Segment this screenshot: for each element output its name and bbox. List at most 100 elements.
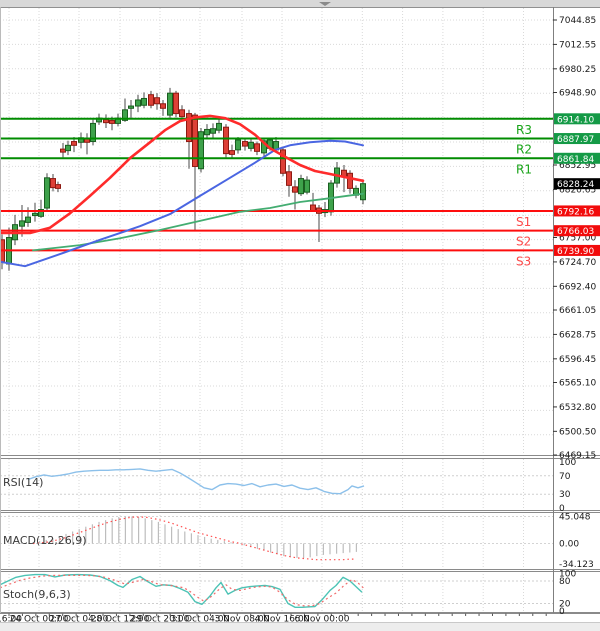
price-tick-label: 6469.15 (559, 451, 596, 461)
candle-down (71, 141, 77, 146)
pivot-r2-badge (554, 133, 600, 145)
pivot-label-r3: R3 (516, 123, 532, 137)
time-label: 4 Nov 16:00 (255, 615, 310, 625)
window-top-bar (0, 0, 600, 7)
candle-up (122, 109, 128, 121)
macd-tick-label: -34.123 (559, 560, 594, 570)
price-tick-label: 6820.65 (559, 185, 596, 195)
rsi-panel-label: RSI(14) (3, 476, 44, 489)
stoch-panel-label: Stoch(9,6,3) (3, 588, 71, 601)
candle-down (280, 149, 286, 174)
stoch-tick-label: 100 (559, 570, 576, 580)
last-price-badge (554, 178, 600, 190)
candle-up (44, 177, 50, 209)
candle-up (235, 139, 241, 151)
price-tick-label: 6532.80 (559, 403, 596, 413)
candle-up (19, 220, 25, 227)
candle-up (90, 122, 96, 143)
macd-tick-label: 0.00 (559, 540, 579, 550)
time-label: 31 Oct 04:00 (171, 615, 230, 625)
time-label: 29 Oct 20:00 (131, 615, 190, 625)
price-tick-label: 6980.25 (559, 65, 596, 75)
candle-up (25, 216, 31, 223)
ma-red-fast (0, 114, 365, 235)
pivot-label-s2: S2 (516, 235, 531, 249)
ma-green-slow (32, 192, 364, 252)
price-axis-layer: 7044.85 7012.55 6980.25 6948.90 6852.95 6820.… (553, 16, 596, 461)
price-tick-label: 6852.95 (559, 161, 596, 171)
pivot-label-r1: R1 (516, 162, 532, 176)
pivot-r3-badge (554, 113, 600, 125)
price-tick-label: 7012.55 (559, 40, 596, 50)
candle-down (109, 119, 115, 124)
stoch-layer (0, 573, 553, 608)
pivot-r1-badge-value: 6861.84 (557, 155, 594, 165)
pivot-label-r2: R2 (516, 143, 532, 157)
candle-up (204, 128, 210, 136)
pivot-s1-badge (554, 205, 600, 217)
candle-up (128, 105, 134, 109)
pivot-label-s1: S1 (516, 215, 531, 229)
price-tick-label: 6500.50 (559, 427, 596, 437)
candle-down (229, 150, 235, 155)
time-label: 6 Nov 00:00 (295, 615, 350, 625)
stoch-d-line (0, 574, 365, 607)
candle-down (103, 119, 109, 124)
last-price-badge-value: 6828.24 (557, 180, 594, 190)
price-tick-label: 6948.90 (559, 89, 596, 99)
stoch-tick-label: 20 (559, 600, 571, 610)
candle-down (347, 172, 353, 189)
time-label: 3 Nov 08:00 (215, 615, 270, 625)
bottom-strip (0, 623, 600, 631)
candle-down (55, 184, 61, 189)
candle-down (179, 109, 185, 118)
rsi-tick-label: 100 (559, 458, 576, 468)
candle-down (160, 103, 166, 109)
candle-down (148, 94, 154, 106)
candle-down (242, 141, 248, 147)
candle-down (223, 126, 229, 155)
time-label: 24 Oct 00:00 (10, 615, 69, 625)
candle-up (248, 141, 254, 149)
pivot-s3-badge-value: 6739.90 (557, 247, 594, 257)
candle-down (60, 148, 66, 153)
candle-down (254, 143, 260, 152)
candle-down (192, 114, 198, 167)
rsi-tick-label: 0 (559, 504, 565, 514)
candle-down (173, 92, 179, 115)
candle-down (186, 113, 192, 143)
stoch-tick-label: 80 (559, 577, 571, 587)
candle-down (292, 186, 298, 193)
pivot-s2-badge (554, 225, 600, 237)
candle-up (167, 92, 173, 116)
pivot-s2-badge-value: 6766.03 (557, 227, 594, 237)
rsi-line (27, 468, 365, 495)
pivot-label-s3: S3 (516, 254, 531, 268)
macd-signal-line (32, 516, 357, 561)
candle-up (32, 212, 38, 217)
price-tick-label: 6724.70 (559, 258, 596, 268)
candle-up (135, 99, 141, 107)
price-tick-label: 7044.85 (559, 16, 596, 26)
macd-tick-label: 45.048 (559, 512, 591, 522)
moving-averages-layer (0, 114, 365, 268)
rsi-layer (0, 468, 553, 495)
pivot-r1-badge (554, 152, 600, 164)
rsi-tick-label: 70 (559, 472, 571, 482)
price-tick-label: 6596.45 (559, 355, 596, 365)
rsi-tick-label: 30 (559, 490, 571, 500)
collapse-triangle-icon[interactable] (319, 2, 331, 6)
price-tick-label: 6757.00 (559, 234, 596, 244)
candle-up (38, 209, 44, 217)
price-badges-layer: 6914.10 6887.97 6861.84 6792.16 6766.03 6739.… (554, 113, 600, 257)
grid-layer (0, 8, 553, 612)
pivot-r2-badge-value: 6887.97 (557, 135, 594, 145)
time-label: 28 Oct 12:00 (91, 615, 150, 625)
stoch-k-line (0, 573, 363, 608)
